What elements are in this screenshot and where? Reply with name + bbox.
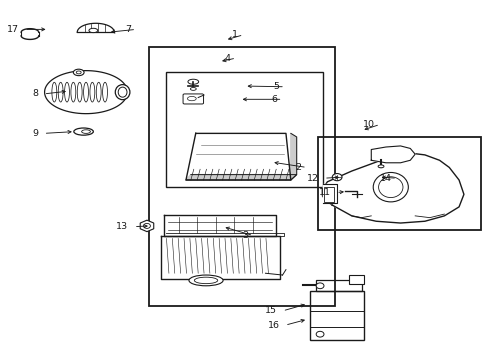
- Circle shape: [331, 174, 341, 181]
- Text: 3: 3: [241, 231, 247, 240]
- Polygon shape: [322, 153, 463, 223]
- Polygon shape: [322, 184, 336, 203]
- Polygon shape: [290, 134, 296, 180]
- Text: 9: 9: [32, 129, 38, 138]
- Text: 13: 13: [116, 222, 128, 231]
- Text: 5: 5: [273, 82, 279, 91]
- Ellipse shape: [89, 28, 98, 33]
- Bar: [166, 72, 322, 187]
- Text: 16: 16: [267, 321, 279, 330]
- Text: 17: 17: [7, 25, 19, 34]
- Text: 1: 1: [232, 30, 238, 39]
- Ellipse shape: [73, 69, 84, 76]
- Bar: [324, 187, 333, 202]
- Ellipse shape: [187, 79, 198, 84]
- Text: 14: 14: [379, 174, 391, 183]
- Circle shape: [316, 331, 324, 337]
- Bar: [317, 137, 480, 230]
- Polygon shape: [160, 235, 280, 279]
- Bar: [310, 291, 363, 339]
- Text: 10: 10: [362, 120, 374, 129]
- Ellipse shape: [377, 165, 383, 168]
- Polygon shape: [185, 134, 290, 180]
- Bar: [316, 280, 361, 291]
- Circle shape: [316, 283, 324, 289]
- Text: 11: 11: [318, 188, 330, 197]
- Polygon shape: [44, 71, 127, 114]
- Polygon shape: [77, 23, 114, 32]
- Text: 15: 15: [264, 306, 277, 315]
- Polygon shape: [370, 146, 414, 163]
- Text: 2: 2: [295, 163, 301, 172]
- Polygon shape: [185, 175, 296, 180]
- Bar: [149, 47, 334, 306]
- FancyBboxPatch shape: [183, 94, 203, 104]
- Text: 4: 4: [224, 54, 230, 63]
- Polygon shape: [163, 215, 276, 235]
- Ellipse shape: [115, 85, 130, 100]
- Text: 7: 7: [124, 25, 131, 34]
- Ellipse shape: [188, 275, 223, 286]
- Ellipse shape: [74, 128, 93, 135]
- Ellipse shape: [372, 172, 407, 202]
- Text: 6: 6: [271, 95, 277, 104]
- Text: 8: 8: [32, 89, 38, 98]
- Text: 12: 12: [306, 174, 318, 183]
- Bar: [348, 275, 363, 284]
